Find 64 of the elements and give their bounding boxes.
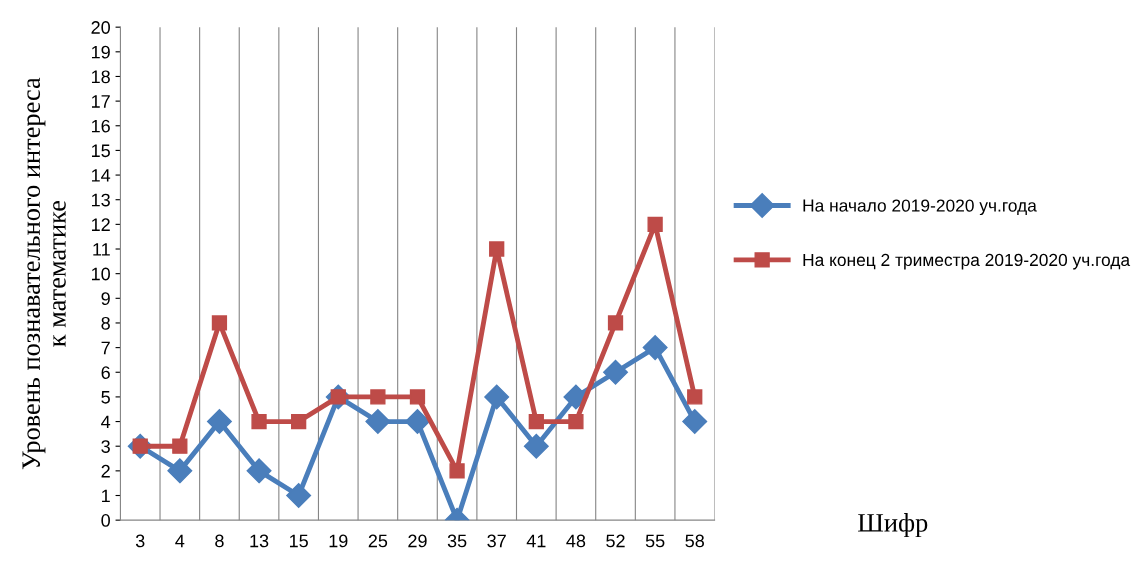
y-tick-label: 8 <box>101 316 110 330</box>
x-tick-label: 48 <box>566 534 586 548</box>
point <box>365 409 391 435</box>
x-tick-label: 58 <box>685 534 704 548</box>
y-tick-label: 11 <box>93 243 110 256</box>
point <box>568 413 584 430</box>
point <box>405 409 430 435</box>
point <box>291 413 307 430</box>
point <box>246 458 272 484</box>
x-tick-label: 29 <box>408 534 427 548</box>
point <box>449 463 465 479</box>
y-tick-label: 9 <box>101 292 110 306</box>
point <box>642 335 668 361</box>
y-tick-label: 4 <box>101 415 111 429</box>
y-tick-label: 20 <box>91 21 110 34</box>
point <box>286 483 312 508</box>
y-tick-label: 7 <box>101 341 110 355</box>
x-tick-label: 37 <box>487 534 506 548</box>
x-tick-label: 8 <box>215 534 224 548</box>
y-tick-label: 6 <box>101 366 110 379</box>
point <box>167 458 193 484</box>
y-tick-label: 0 <box>101 514 110 527</box>
x-tick-label: 55 <box>645 534 665 548</box>
point <box>409 389 426 405</box>
legend-label: На конец 2 триместра 2019-2020 уч.года <box>803 253 1131 270</box>
y-tick-label: 5 <box>101 391 110 404</box>
x-tick-label: 19 <box>329 534 348 548</box>
point <box>206 409 232 435</box>
y-tick-label: 2 <box>101 464 110 478</box>
point <box>523 433 549 459</box>
x-tick-label: 4 <box>175 534 185 548</box>
point <box>528 413 544 430</box>
point <box>682 409 708 435</box>
point <box>211 315 228 331</box>
x-tick-label: 25 <box>368 534 388 548</box>
point <box>647 216 663 233</box>
point <box>607 315 624 331</box>
y-tick-label: 12 <box>91 218 110 231</box>
y-tick-label: 13 <box>91 193 110 207</box>
point <box>172 438 188 454</box>
point <box>489 241 505 257</box>
y-tick-label: 17 <box>91 95 110 108</box>
y-tick-label: 15 <box>91 144 110 158</box>
x-tick-label: 41 <box>526 534 546 548</box>
y-tick-label: 16 <box>91 119 110 133</box>
point <box>687 389 703 405</box>
x-tick-label: 35 <box>447 534 467 548</box>
text: Шифр <box>858 513 928 538</box>
x-tick-label: 52 <box>606 534 625 548</box>
y-axis-title: Уровень познавательного интереса к математике <box>22 77 66 470</box>
y-tick-label: 1 <box>102 489 110 503</box>
x-tick-label: 15 <box>289 534 308 548</box>
point <box>251 413 267 430</box>
point <box>484 384 510 410</box>
x-tick-label: 13 <box>250 534 269 548</box>
y-tick-label: 10 <box>91 267 110 281</box>
y-tick-label: 18 <box>91 70 110 84</box>
y-tick-label: 14 <box>91 169 111 182</box>
y-tick-label: 19 <box>91 45 110 59</box>
x-tick-label: 3 <box>135 534 145 548</box>
legend-label: На начало 2019-2020 уч.года <box>803 199 1037 216</box>
point <box>370 389 386 405</box>
point <box>603 359 629 385</box>
y-tick-label: 3 <box>101 440 110 453</box>
